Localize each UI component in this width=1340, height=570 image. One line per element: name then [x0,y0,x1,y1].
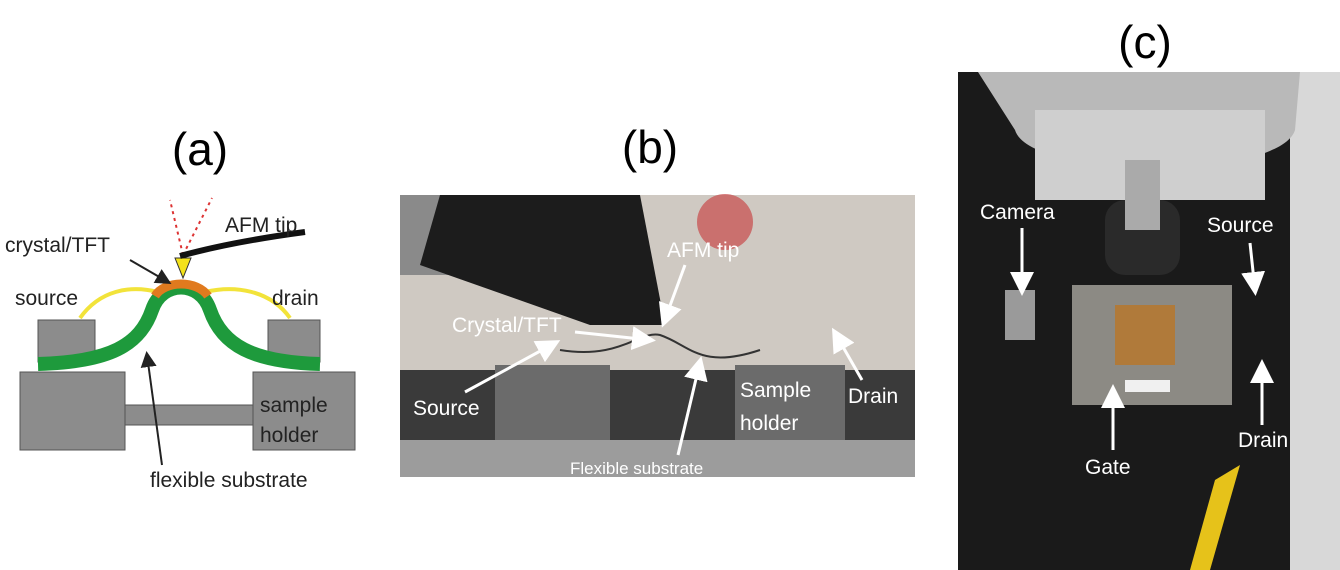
annotation: holder [260,424,318,447]
panel-label: (b) [622,121,678,173]
annotation: sample [260,394,328,417]
annotation: Drain [848,385,898,408]
annotation: source [15,287,78,310]
annotation: flexible substrate [150,469,308,492]
annotation: Gate [1085,456,1131,479]
annotation: Source [1207,214,1274,237]
arrow [130,260,168,282]
panel-c: (c) Camera Source Drain Gate [958,16,1340,570]
photo-detail [1290,72,1340,570]
annotation: AFM tip [667,239,739,262]
photo-detail [1005,290,1035,340]
annotation: Sample [740,379,811,402]
annotation: AFM tip [225,214,297,237]
annotation: Source [413,397,480,420]
holder-bar [125,405,253,425]
annotation: Drain [1238,429,1288,452]
holder-block [20,372,125,450]
figure: (a) AFM tip crystal/TFT source drain sam… [0,0,1340,570]
afm-tip [175,258,191,278]
photo-detail [495,365,610,440]
photo-detail [1125,380,1170,392]
annotation: Camera [980,201,1055,224]
panel-b: (b) AFM tip Crystal/TFT Source Sample ho… [400,121,915,478]
photo-detail [1125,160,1160,230]
annotation: Crystal/TFT [452,314,562,337]
laser-line [170,200,183,255]
panel-label: (a) [172,123,228,175]
panel-label: (c) [1118,16,1172,68]
photo-detail [1115,305,1175,365]
annotation: crystal/TFT [5,234,110,257]
annotation: Flexible substrate [570,459,703,478]
panel-a: (a) AFM tip crystal/TFT source drain sam… [5,123,355,492]
annotation: holder [740,412,798,435]
annotation: drain [272,287,319,310]
